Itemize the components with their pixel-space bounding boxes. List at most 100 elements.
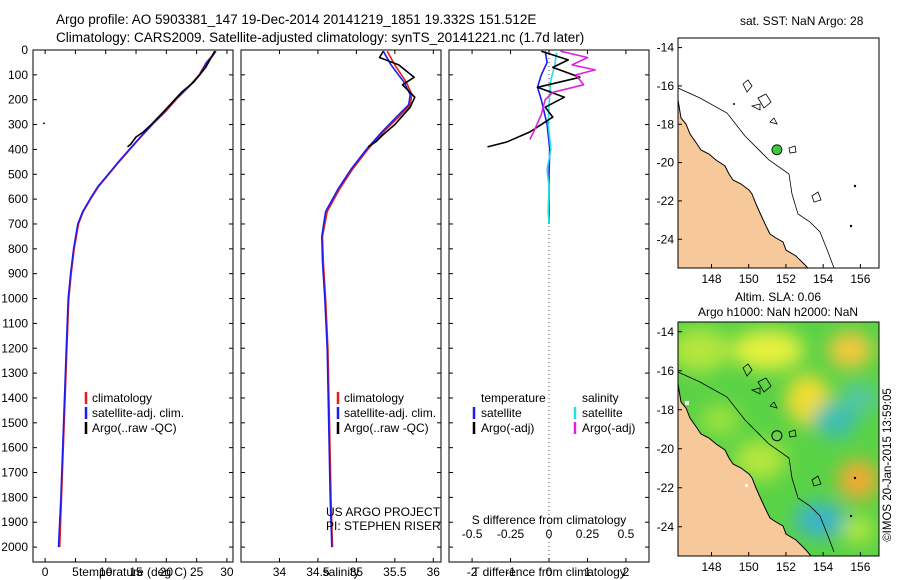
legend-title-temperature: temperature [481, 391, 546, 405]
x-tick-label: -1 [505, 565, 516, 579]
x-tick-label: 35.5 [383, 565, 407, 579]
legend-title-salinity: salinity [582, 391, 619, 405]
legend-label-temp-argo: Argo(-adj) [481, 421, 534, 435]
lon-tick-label: 150 [739, 560, 759, 574]
figure-title-line1: Argo profile: AO 5903381_147 19-Dec-2014… [56, 12, 536, 27]
lon-tick-label: 152 [776, 272, 796, 286]
x-tick-label: 25 [190, 565, 204, 579]
x-tick-label: -2 [467, 565, 478, 579]
series-line-satellite-adj-clim [57, 50, 217, 548]
depth-tick-label: 200 [8, 93, 28, 107]
s-difference-tick-label: 0 [546, 527, 553, 541]
x-tick-label: 2 [623, 565, 630, 579]
salinity-legend: climatology satellite-adj. clim. Argo(..… [336, 391, 436, 435]
data-gap-pixel [745, 484, 748, 487]
salinity-x-axis: 34 34.5 35 35.5 36 [241, 49, 441, 579]
x-tick-label: 30 [220, 565, 234, 579]
sst-map-lon-axis: 148 150 152 154 156 [701, 264, 871, 286]
land-mass [678, 383, 812, 556]
depth-tick-label: 1700 [1, 466, 28, 480]
t-difference-axis: -2 -1 0 1 2 [449, 49, 649, 579]
series-line-salinity-argo-adj [529, 50, 597, 140]
x-tick-label: 34 [273, 565, 287, 579]
legend-label-sal-satellite: satellite [582, 406, 623, 420]
project-name-annotation: US ARGO PROJECT [326, 505, 441, 519]
s-difference-tick-label: 0.5 [618, 527, 635, 541]
salinity-series [320, 50, 416, 548]
x-tick-label: 34.5 [306, 565, 330, 579]
depth-tick-label: 800 [8, 242, 28, 256]
salinity-panel: 34 34.5 35 35.5 36 salinity climatology sate… [240, 49, 442, 579]
depth-tick-label: 900 [8, 267, 28, 281]
data-gap-pixel [685, 401, 689, 405]
sla-map-panel: Altim. SLA: 0.06 Argo h1000: NaN h2000: … [657, 290, 880, 574]
depth-tick-label: 1400 [1, 391, 28, 405]
depth-tick-label: 1000 [1, 292, 28, 306]
land-mass [678, 99, 809, 268]
lat-tick-label: -22 [657, 481, 675, 495]
argo-outlier-point [43, 122, 45, 125]
lon-tick-label: 154 [813, 560, 833, 574]
island-dot [853, 184, 857, 188]
lon-tick-label: 150 [739, 272, 759, 286]
lon-tick-label: 148 [701, 272, 721, 286]
lat-tick-label: -16 [657, 364, 675, 378]
legend-label-sal-argo: Argo(-adj) [582, 421, 635, 435]
x-tick-label: 1 [584, 565, 591, 579]
depth-tick-label: 700 [8, 217, 28, 231]
s-difference-tick-label: -0.5 [462, 527, 483, 541]
lat-tick-label: -18 [657, 403, 675, 417]
salinity-plot-frame [240, 49, 442, 563]
series-line-climatology [321, 50, 413, 548]
depth-tick-label: 1500 [1, 416, 28, 430]
depth-tick-label: 600 [8, 192, 28, 206]
sla-map-lon-axis: 148 150 152 154 156 [701, 552, 871, 574]
lat-tick-label: -20 [657, 442, 675, 456]
sst-map-title: sat. SST: NaN Argo: 28 [740, 14, 864, 28]
legend-label-temp-satellite: satellite [481, 406, 522, 420]
figure-title-line2: Climatology: CARS2009. Satellite-adjuste… [56, 30, 584, 45]
difference-panel: -2 -1 0 1 2 -0.5 -0.25 0 0.25 0.5 S difference f… [448, 49, 650, 579]
depth-tick-label: 1900 [1, 515, 28, 529]
x-tick-label: 35 [350, 565, 364, 579]
depth-tick-label: 1600 [1, 441, 28, 455]
sla-map-title-line2: Argo h1000: NaN h2000: NaN [698, 305, 858, 319]
sla-map-title-line1: Altim. SLA: 0.06 [735, 290, 821, 304]
island-dot [733, 103, 735, 105]
depth-tick-label: 300 [8, 118, 28, 132]
depth-axis: 0 100 200 300 400 500 600 700 800 900 1000 1100 1200… [1, 43, 233, 554]
temperature-panel: 0100200300400500600700800900100011001200… [1, 43, 234, 579]
series-line-climatology [58, 50, 216, 548]
legend-label-climatology: climatology [92, 391, 152, 405]
lon-tick-label: 154 [813, 272, 833, 286]
x-tick-label: 5 [72, 565, 79, 579]
legend-label-climatology: climatology [344, 391, 404, 405]
sla-anomaly-blobs [678, 328, 878, 544]
depth-tick-label: 2000 [1, 540, 28, 554]
s-difference-label: S difference from climatology [472, 513, 627, 527]
series-line-satellite-adj-clim [320, 50, 412, 548]
temperature-x-axis: 0 5 10 15 20 25 30 [42, 50, 234, 579]
temperature-plot-frame [32, 49, 234, 563]
temperature-series [43, 50, 217, 548]
lon-tick-label: 156 [850, 560, 870, 574]
s-difference-tick-label: 0.25 [576, 527, 600, 541]
s-difference-axis: -0.5 -0.25 0 0.25 0.5 [462, 527, 635, 541]
depth-tick-label: 500 [8, 167, 28, 181]
sst-map-frame [677, 37, 880, 269]
pi-name-annotation: PI: STEPHEN RISER [326, 519, 441, 533]
depth-tick-label: 400 [8, 142, 28, 156]
lat-tick-label: -24 [657, 232, 675, 246]
reef-outline [742, 79, 778, 125]
depth-tick-label: 0 [21, 43, 28, 57]
t-difference-xlabel: T difference from climatology [472, 565, 626, 579]
island-dot [853, 476, 857, 480]
x-tick-label: 20 [160, 565, 174, 579]
shelf-contour [678, 371, 835, 553]
lat-tick-label: -24 [657, 520, 675, 534]
legend-label-argo: Argo(..raw -QC) [92, 421, 177, 435]
x-tick-label: 15 [129, 565, 143, 579]
x-tick-label: 10 [99, 565, 113, 579]
x-tick-label: 0 [42, 565, 49, 579]
